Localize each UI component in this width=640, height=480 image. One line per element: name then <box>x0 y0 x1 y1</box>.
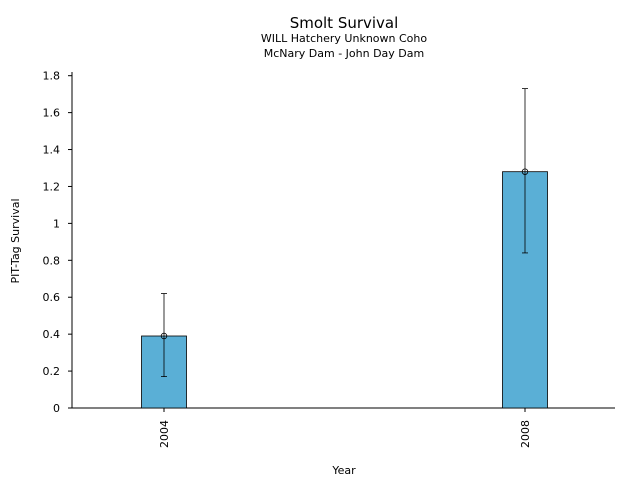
chart-subtitle-line-1: WILL Hatchery Unknown Coho <box>261 32 427 45</box>
y-tick-label: 1.2 <box>43 180 61 193</box>
y-tick-label: 0.2 <box>43 365 61 378</box>
point-marker-2004 <box>160 332 168 340</box>
chart-title: Smolt Survival <box>290 14 399 32</box>
y-tick-label: 1.4 <box>43 144 61 157</box>
chart-subtitle-line-2: McNary Dam - John Day Dam <box>264 47 424 60</box>
y-tick-label: 1.6 <box>43 107 61 120</box>
x-tick-label: 2008 <box>519 420 532 448</box>
x-axis-label: Year <box>331 464 356 477</box>
y-tick-label: 0.8 <box>43 254 61 267</box>
y-tick-label: 1.8 <box>43 70 61 83</box>
plot-area: 0 0.2 0.4 0.6 0.8 1 1.2 1.4 1.6 1.8 2004 2008 <box>43 70 615 448</box>
point-marker-2008 <box>521 168 529 175</box>
y-tick-label: 0 <box>53 402 60 415</box>
x-tick-label: 2004 <box>158 420 171 448</box>
y-tick-label: 0.6 <box>43 291 61 304</box>
y-tick-label: 1 <box>53 217 60 230</box>
y-tick-label: 0.4 <box>43 328 61 341</box>
y-axis-label: PIT-Tag Survival <box>9 198 22 283</box>
